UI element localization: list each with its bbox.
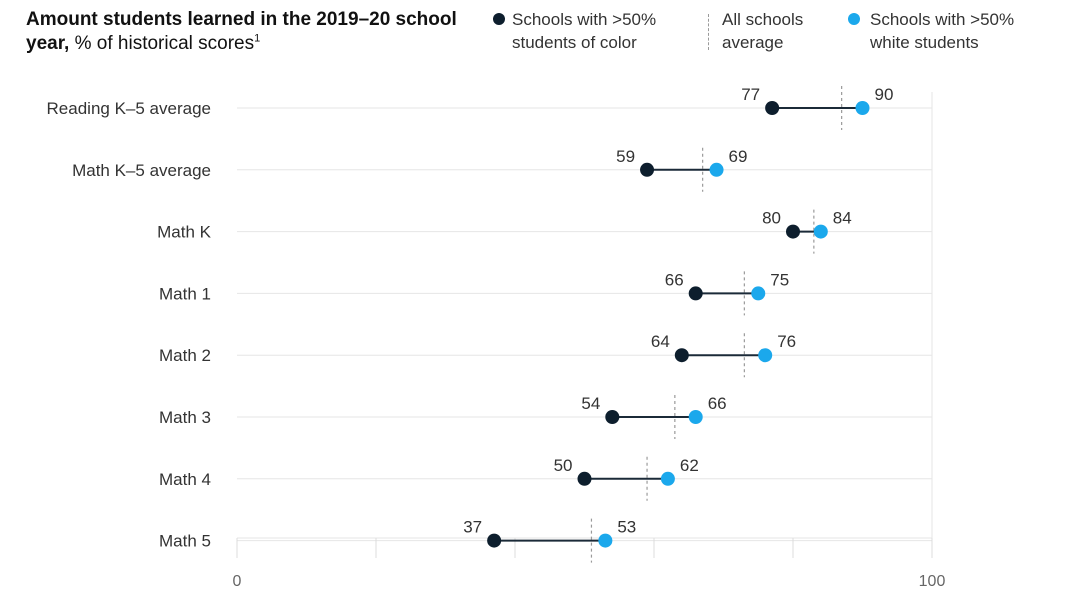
category-label: Math K–5 average	[72, 161, 211, 180]
x-tick-label: 0	[233, 573, 242, 590]
chart-labels: Reading K–5 average Math K–5 average Math …	[47, 85, 946, 590]
x-tick-label: 100	[919, 573, 946, 590]
dot-white-students	[660, 471, 675, 486]
dot-white-students	[758, 348, 773, 363]
chart-title-unit: % of historical scores	[69, 33, 255, 54]
value-label-white-students: 90	[875, 85, 894, 104]
value-label-students-of-color: 64	[651, 332, 670, 351]
dot-students-of-color	[674, 348, 689, 363]
legend-dot-white-students	[848, 13, 860, 25]
value-label-students-of-color: 66	[665, 270, 684, 289]
value-label-students-of-color: 59	[616, 147, 635, 166]
average-markers	[590, 86, 843, 563]
value-label-white-students: 84	[833, 209, 852, 228]
dumbbell-marks	[487, 101, 870, 548]
dot-white-students	[709, 162, 724, 177]
legend-average-dash	[708, 14, 709, 50]
dot-students-of-color	[688, 286, 703, 301]
category-label: Math 1	[159, 284, 211, 303]
category-label: Math 2	[159, 346, 211, 365]
legend-label-students-of-color: Schools with >50% students of color	[512, 10, 657, 52]
dot-students-of-color	[577, 471, 592, 486]
dot-white-students	[855, 101, 870, 115]
value-label-students-of-color: 77	[741, 85, 760, 104]
legend-label-white-students: Schools with >50% white students	[870, 10, 1015, 52]
dot-white-students	[813, 224, 828, 239]
chart-title: Amount students learned in the 2019–20 s…	[26, 8, 466, 56]
dot-students-of-color	[786, 224, 800, 239]
value-label-white-students: 62	[680, 456, 699, 475]
legend-dot-students-of-color	[493, 13, 505, 25]
value-label-students-of-color: 54	[581, 394, 600, 413]
dot-white-students	[598, 533, 613, 548]
category-label: Math 4	[159, 470, 211, 489]
dot-students-of-color	[487, 533, 502, 548]
dot-students-of-color	[765, 101, 780, 115]
value-label-students-of-color: 50	[554, 456, 573, 475]
dot-white-students	[751, 286, 766, 301]
value-label-white-students: 75	[770, 270, 789, 289]
category-label: Math 5	[159, 532, 211, 551]
chart-title-bold: Amount students learned in the 2019–20 s…	[26, 9, 457, 54]
legend-label-average: All schools average	[722, 10, 804, 52]
grid-layer	[236, 92, 933, 558]
category-label: Math K	[157, 223, 212, 242]
value-label-students-of-color: 80	[762, 209, 781, 228]
value-label-white-students: 69	[729, 147, 748, 166]
value-label-white-students: 76	[777, 332, 796, 351]
dot-white-students	[688, 410, 703, 424]
value-label-students-of-color: 37	[463, 518, 482, 537]
value-label-white-students: 66	[708, 394, 727, 413]
category-label: Reading K–5 average	[47, 99, 211, 118]
title-footnote-marker: 1	[254, 32, 261, 45]
value-label-white-students: 53	[617, 518, 636, 537]
dot-students-of-color	[605, 410, 620, 424]
category-label: Math 3	[159, 408, 211, 427]
dot-students-of-color	[640, 162, 655, 177]
